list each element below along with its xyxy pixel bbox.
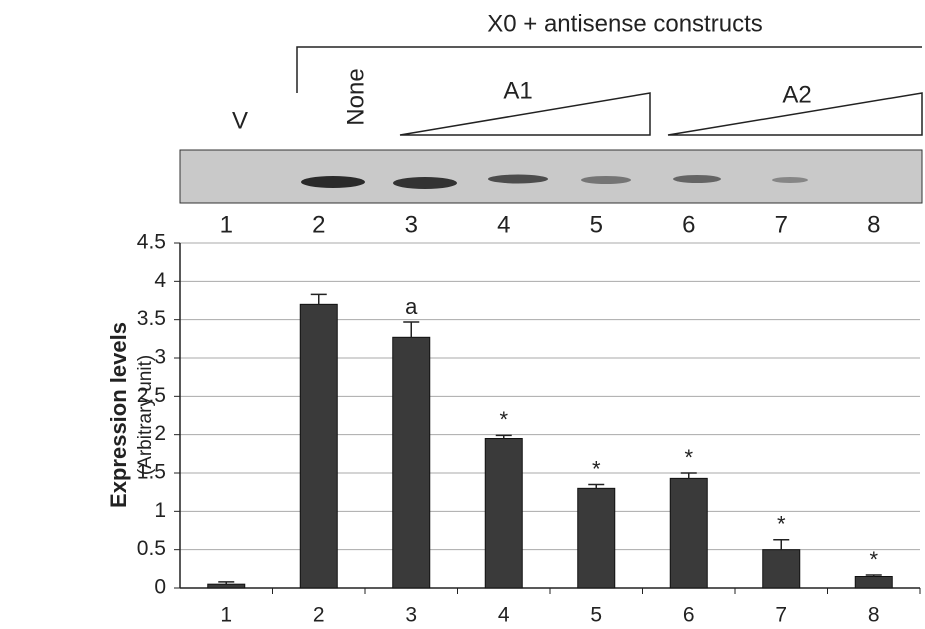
y-tick-label: 4.5 — [137, 231, 166, 254]
lane-group-label: A2 — [782, 81, 811, 108]
y-tick-label: 0 — [154, 576, 166, 599]
y-axis-label: Expression levels — [106, 322, 131, 508]
lane-group-label: None — [342, 68, 369, 125]
lane-label: 7 — [775, 211, 788, 238]
bar — [670, 478, 707, 588]
significance-mark: a — [405, 294, 418, 319]
y-tick-label: 2.5 — [137, 384, 166, 407]
significance-mark: * — [869, 547, 878, 572]
lane-label: 3 — [405, 211, 418, 238]
bar — [208, 584, 245, 588]
lane-label: 4 — [497, 211, 510, 238]
y-tick-label: 3 — [154, 346, 166, 369]
band — [772, 177, 808, 183]
x-tick-label: 5 — [590, 604, 602, 627]
bar — [855, 577, 892, 589]
band — [673, 175, 721, 183]
bar — [578, 488, 615, 588]
lane-label: 2 — [312, 211, 325, 238]
x-tick-label: 3 — [405, 604, 417, 627]
y-tick-label: 1.5 — [137, 461, 166, 484]
significance-mark: * — [499, 407, 508, 432]
header: X0 + antisense constructs — [487, 10, 762, 37]
bar — [763, 550, 800, 588]
x-tick-label: 2 — [313, 604, 325, 627]
x-tick-label: 6 — [683, 604, 695, 627]
y-axis-sublabel: (Arbitrary unit) — [135, 355, 156, 475]
y-tick-label: 0.5 — [137, 537, 166, 560]
y-tick-label: 2 — [154, 422, 166, 445]
x-tick-label: 1 — [220, 604, 232, 627]
lane-label: 8 — [867, 211, 880, 238]
x-tick-label: 8 — [868, 604, 880, 627]
x-tick-label: 4 — [498, 604, 510, 627]
band — [301, 176, 365, 188]
band — [581, 176, 631, 184]
blot — [180, 150, 922, 203]
lane-label: 5 — [590, 211, 603, 238]
band — [393, 177, 457, 189]
significance-mark: * — [592, 456, 601, 481]
lane-label: 1 — [220, 211, 233, 238]
lane-label: 6 — [682, 211, 695, 238]
bar — [485, 439, 522, 589]
x-tick-label: 7 — [775, 604, 787, 627]
bar — [393, 337, 430, 588]
figure: X0 + antisense constructs V None A1 A2 E… — [0, 0, 925, 629]
bar — [300, 304, 337, 588]
lane-group-label: A1 — [503, 77, 532, 104]
significance-mark: * — [684, 445, 693, 470]
band — [488, 175, 548, 184]
significance-mark: * — [777, 512, 786, 537]
bracket — [297, 47, 922, 93]
lane-group-label: V — [232, 107, 248, 134]
y-tick-label: 3.5 — [137, 307, 166, 330]
y-tick-label: 1 — [154, 499, 166, 522]
y-tick-label: 4 — [154, 269, 166, 292]
